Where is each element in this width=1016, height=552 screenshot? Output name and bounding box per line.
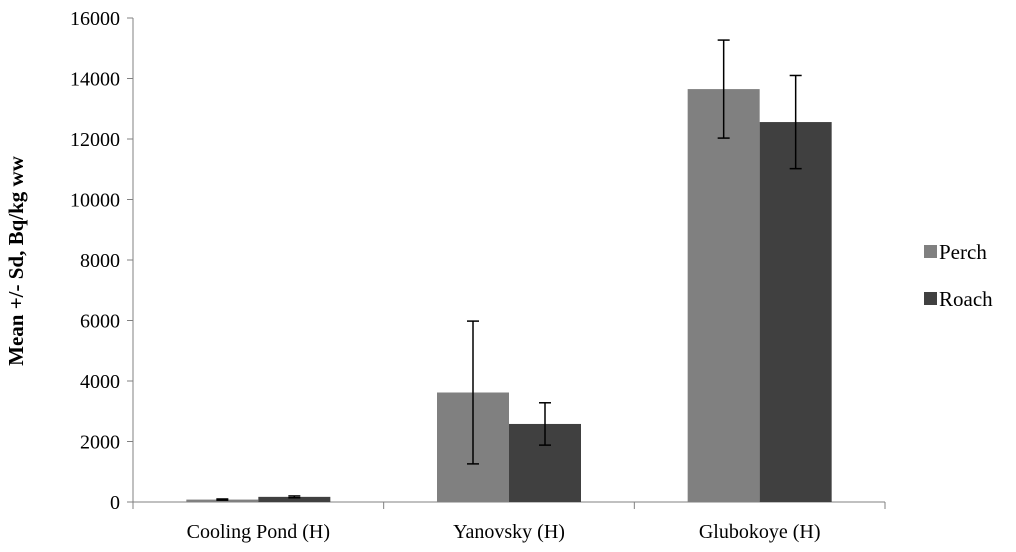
y-tick-label: 6000 <box>80 311 120 333</box>
legend-label-perch: Perch <box>939 240 987 264</box>
bars <box>186 89 832 503</box>
legend-label-roach: Roach <box>939 287 993 311</box>
y-tick-label: 16000 <box>70 8 120 30</box>
legend: Perch Roach <box>924 240 993 311</box>
error-bars <box>216 39 802 501</box>
y-tick-label: 10000 <box>70 190 120 212</box>
bar-roach <box>258 496 331 502</box>
y-tick-label: 4000 <box>80 371 120 393</box>
y-tick-label: 8000 <box>80 250 120 272</box>
y-tick-label: 12000 <box>70 129 120 151</box>
y-ticks: 0 2000 4000 6000 8000 10000 12000 14000 16000 <box>70 8 133 514</box>
y-tick-label: 14000 <box>70 69 120 91</box>
bar-perch <box>687 89 760 503</box>
bar-roach <box>759 122 832 502</box>
y-axis-title-group: Mean +/- Sd, Bq/kg ww <box>4 155 28 366</box>
x-ticks: Cooling Pond (H) Yanovsky (H) Glubokoye (H… <box>132 502 886 543</box>
y-axis-title: Mean +/- Sd, Bq/kg ww <box>4 155 28 366</box>
y-tick-label: 0 <box>110 492 120 514</box>
x-tick-label: Glubokoye (H) <box>699 521 821 543</box>
y-tick-label: 2000 <box>80 432 120 454</box>
x-tick-label: Cooling Pond (H) <box>187 521 330 543</box>
x-tick-label: Yanovsky (H) <box>453 521 565 543</box>
legend-swatch-perch <box>924 245 937 258</box>
legend-swatch-roach <box>924 292 937 305</box>
